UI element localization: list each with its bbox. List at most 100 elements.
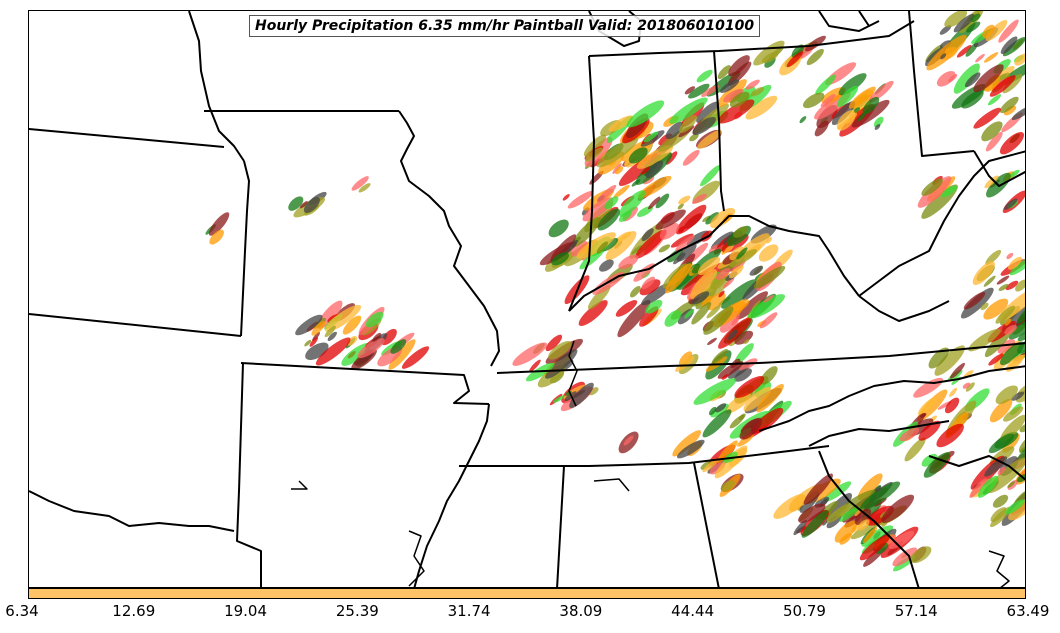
paintball-blob	[899, 427, 920, 442]
paintball-blob	[717, 361, 744, 379]
paintball-blob	[798, 503, 826, 523]
paintball-blob	[904, 437, 926, 462]
colorbar-tick-label: 6.34	[5, 602, 39, 620]
paintball-blob	[641, 276, 656, 290]
paintball-blob	[793, 519, 807, 536]
paintball-blob	[728, 55, 750, 77]
paintball-blob	[569, 382, 594, 409]
paintball-blob	[1005, 499, 1025, 515]
paintball-blob	[672, 430, 702, 457]
paintball-blob	[717, 99, 755, 124]
map-title: Hourly Precipitation 6.35 mm/hr Paintbal…	[249, 15, 761, 37]
paintball-blob	[973, 107, 1001, 129]
paintball-blob	[715, 267, 731, 280]
paintball-blob	[635, 229, 667, 259]
paintball-blob	[889, 530, 915, 550]
paintball-blob	[596, 184, 617, 203]
paintball-blob	[1014, 490, 1025, 505]
paintball-blob	[989, 75, 1016, 97]
paintball-blob	[982, 24, 995, 39]
paintball-blob	[969, 478, 987, 498]
paintball-blob	[605, 231, 637, 261]
paintball-blob	[753, 266, 786, 289]
paintball-blob	[773, 493, 806, 519]
paintball-blob	[968, 328, 1001, 352]
paintball-blob	[604, 196, 619, 209]
paintball-blob	[718, 290, 725, 298]
paintball-blob	[999, 132, 1025, 155]
paintball-blob	[983, 52, 999, 63]
paintball-blob	[1015, 279, 1025, 292]
paintball-blob	[766, 236, 772, 244]
paintball-blob	[682, 149, 700, 166]
paintball-blob	[388, 339, 416, 370]
paintball-blob	[999, 96, 1019, 114]
paintball-blob	[892, 547, 918, 567]
paintball-blob	[1003, 406, 1024, 422]
paintball-blob	[760, 366, 778, 385]
paintball-blob	[853, 107, 861, 114]
paintball-blob	[745, 79, 760, 90]
paintball-blob	[619, 190, 646, 217]
paintball-blob	[351, 176, 369, 191]
paintball-blob	[926, 34, 967, 71]
paintball-blob	[679, 115, 697, 133]
paintball-blob	[759, 312, 778, 329]
paintball-blob	[734, 343, 754, 364]
paintball-blob	[512, 342, 548, 366]
paintball-blob	[936, 423, 964, 448]
paintball-blob	[1016, 302, 1025, 324]
paintball-blob	[688, 83, 710, 99]
paintball-blob	[745, 95, 778, 120]
paintball-blob	[734, 376, 765, 398]
paintball-blob	[739, 417, 763, 440]
paintball-blob	[985, 19, 1008, 42]
paintball-blob	[750, 87, 765, 97]
paintball-blob	[327, 331, 337, 342]
paintball-blob	[874, 124, 881, 130]
paintball-blob	[643, 131, 659, 143]
paintball-blob	[596, 241, 608, 254]
paintball-blob	[988, 457, 1025, 494]
paintball-blob	[551, 252, 569, 266]
paintball-blob	[706, 292, 726, 311]
paintball-blob	[708, 244, 718, 254]
paintball-blob	[758, 244, 779, 262]
paintball-blob	[401, 346, 430, 369]
paintball-blob	[689, 133, 699, 142]
paintball-blob	[981, 121, 1003, 142]
paintball-blob	[693, 378, 737, 405]
paintball-blob	[669, 97, 708, 124]
paintball-blob	[854, 508, 872, 525]
paintball-blob	[1003, 198, 1018, 210]
paintball-blob	[675, 235, 695, 252]
paintball-blob	[723, 277, 735, 288]
paintball-blob	[743, 339, 750, 345]
paintball-blob	[1009, 256, 1025, 276]
paintball-blob	[691, 248, 722, 274]
paintball-blob	[990, 507, 1007, 523]
paintball-blob	[984, 175, 999, 189]
paintball-blob	[690, 269, 718, 300]
paintball-blob	[304, 339, 312, 347]
paintball-blob	[696, 69, 713, 83]
paintball-blob	[963, 291, 986, 310]
paintball-blob	[705, 212, 720, 225]
paintball-blob	[936, 71, 956, 87]
paintball-blob	[934, 345, 965, 376]
paintball-blob	[857, 110, 868, 122]
paintball-blob	[729, 91, 750, 108]
paintball-blob	[727, 61, 752, 86]
paintball-blob	[729, 246, 744, 261]
paintball-blob	[996, 275, 1010, 285]
paintball-blob	[629, 286, 641, 298]
paintball-blob	[703, 306, 734, 335]
paintball-blob	[949, 387, 958, 397]
paintball-blob	[747, 294, 786, 319]
paintball-blob	[365, 311, 384, 328]
colorbar-tick-label: 25.39	[335, 602, 379, 620]
paintball-blob	[1011, 106, 1025, 121]
paintball-blob	[826, 504, 850, 524]
paintball-blob	[1019, 423, 1025, 433]
paintball-blob	[691, 291, 710, 305]
